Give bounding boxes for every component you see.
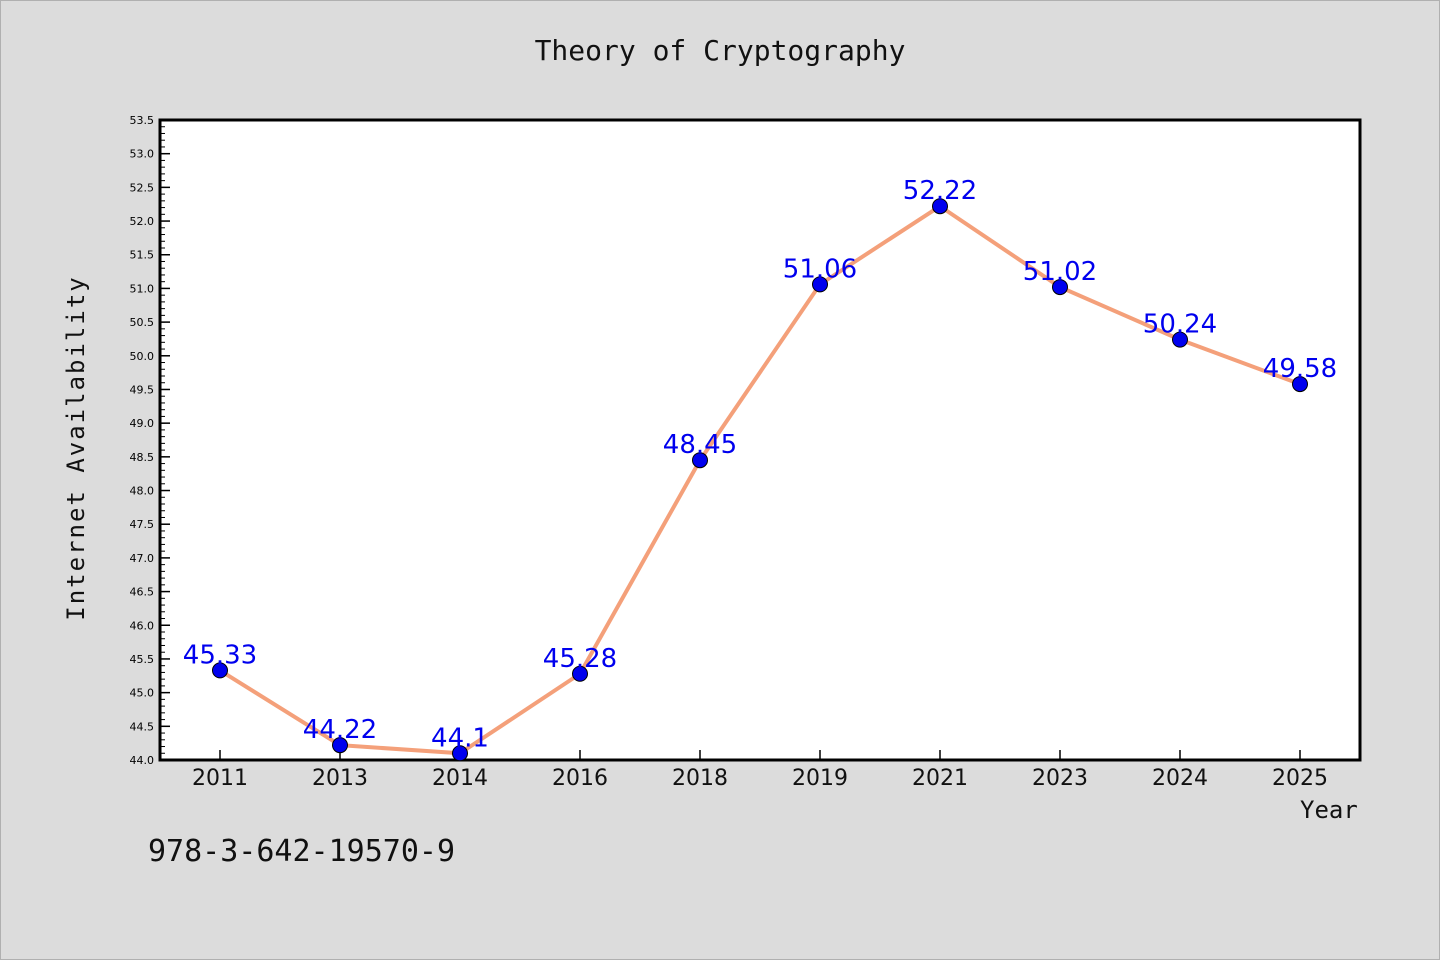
- plot-area: [158, 118, 1362, 762]
- y-tick-label: 44.0: [130, 754, 155, 767]
- data-point: [572, 665, 588, 682]
- data-point: [212, 662, 228, 679]
- x-axis-label: Year: [1300, 796, 1358, 824]
- x-tick-label: 2024: [1152, 766, 1208, 791]
- y-tick-label: 46.5: [130, 586, 155, 599]
- data-label: 50.24: [1143, 310, 1217, 340]
- series-line: [218, 204, 1302, 756]
- data-label: 51.06: [783, 254, 857, 284]
- y-tick-label: 45.5: [130, 653, 155, 666]
- x-tick-label: 2011: [192, 766, 248, 791]
- x-tick-label: 2019: [792, 766, 848, 791]
- data-point: [332, 737, 348, 754]
- data-label: 51.02: [1023, 257, 1097, 287]
- x-tick-label: 2018: [672, 766, 728, 791]
- data-point: [452, 745, 468, 762]
- y-tick-label: 50.0: [130, 350, 155, 363]
- data-label: 45.33: [183, 640, 257, 670]
- y-tick-label: 53.0: [130, 148, 155, 161]
- data-label: 45.28: [543, 644, 617, 674]
- isbn-text: 978-3-642-19570-9: [148, 834, 456, 869]
- y-tick-label: 49.0: [130, 417, 155, 430]
- data-label: 52.22: [903, 176, 977, 206]
- data-point: [932, 198, 948, 215]
- x-tick-label: 2021: [912, 766, 968, 791]
- y-tick-label: 46.0: [130, 619, 155, 632]
- data-point: [1052, 279, 1068, 296]
- data-label: 49.58: [1263, 354, 1337, 384]
- data-label: 44.1: [431, 723, 489, 753]
- y-tick-label: 45.0: [130, 687, 155, 700]
- y-tick-label: 48.5: [130, 451, 155, 464]
- y-tick-label: 48.0: [130, 485, 155, 498]
- y-tick-label: 47.5: [130, 518, 155, 531]
- y-tick-label: 44.5: [130, 720, 155, 733]
- data-point: [1172, 331, 1188, 348]
- y-tick-label: 51.0: [130, 282, 155, 295]
- x-tick-label: 2014: [432, 766, 488, 791]
- x-tick-label: 2025: [1272, 766, 1328, 791]
- x-tick-label: 2023: [1032, 766, 1088, 791]
- x-tick-label: 2013: [312, 766, 368, 791]
- data-point: [1292, 376, 1308, 393]
- x-tick-label: 2016: [552, 766, 608, 791]
- y-tick-label: 49.5: [130, 383, 155, 396]
- y-tick-label: 47.0: [130, 552, 155, 565]
- data-label: 44.22: [303, 715, 377, 745]
- y-tick-label: 53.5: [130, 114, 155, 127]
- data-point: [692, 452, 708, 469]
- chart-title: Theory of Cryptography: [534, 34, 906, 67]
- y-tick-label: 52.5: [130, 181, 155, 194]
- y-tick-label: 50.5: [130, 316, 155, 329]
- y-tick-label: 52.0: [130, 215, 155, 228]
- y-tick-label: 51.5: [130, 249, 155, 262]
- data-label: 48.45: [663, 430, 737, 460]
- data-point: [812, 276, 828, 293]
